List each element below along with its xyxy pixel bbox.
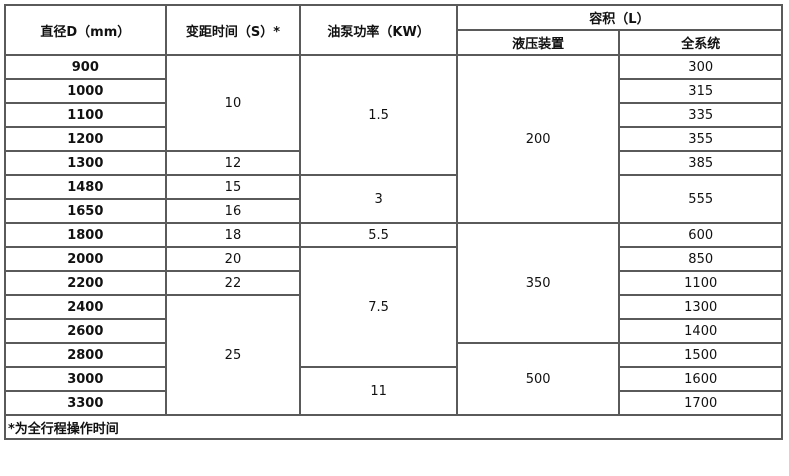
table-row: 2800 500 1500 bbox=[4, 342, 783, 416]
cell-diameter: 3300 bbox=[4, 390, 167, 416]
cell-diameter: 1480 bbox=[4, 174, 167, 200]
footnote: *为全行程操作时间 bbox=[4, 414, 783, 440]
table-row: 900 10 1.5 200 300 bbox=[4, 54, 783, 224]
table-row: 1100 335 bbox=[4, 102, 783, 128]
cell-pitch-time: 16 bbox=[164, 198, 302, 224]
cell-diameter: 2000 bbox=[4, 246, 167, 272]
cell-system: 850 bbox=[618, 246, 783, 272]
table-row: 3000 11 1600 bbox=[4, 366, 783, 416]
cell-system: 600 bbox=[618, 222, 783, 248]
table-row: 2400 25 1300 bbox=[4, 294, 783, 416]
cell-system: 335 bbox=[618, 102, 783, 128]
cell-pitch-time: 10 bbox=[164, 54, 302, 152]
table-row: 2000 20 7.5 850 bbox=[4, 246, 783, 368]
cell-pump-power: 11 bbox=[299, 366, 458, 416]
cell-diameter: 1650 bbox=[4, 198, 167, 224]
cell-system: 1500 bbox=[618, 342, 783, 368]
cell-pump-power: 5.5 bbox=[299, 222, 458, 248]
header-diameter: 直径D（mm） bbox=[4, 4, 167, 56]
table-row: 1000 315 bbox=[4, 78, 783, 104]
cell-hydraulic: 500 bbox=[455, 342, 621, 416]
cell-system: 1300 bbox=[618, 294, 783, 320]
header-pitch-time: 变距时间（S）* bbox=[164, 4, 302, 56]
cell-system: 385 bbox=[618, 150, 783, 176]
cell-diameter: 1000 bbox=[4, 78, 167, 104]
table-row: 1650 16 bbox=[4, 198, 782, 224]
cell-system: 1700 bbox=[618, 390, 783, 416]
table-row: 3300 1700 bbox=[4, 390, 783, 416]
cell-pitch-time: 25 bbox=[164, 294, 302, 416]
cell-system: 555 bbox=[618, 174, 783, 224]
cell-system: 1100 bbox=[618, 270, 783, 296]
cell-diameter: 1800 bbox=[4, 222, 167, 248]
cell-hydraulic: 350 bbox=[455, 222, 621, 344]
table-row: 1480 15 3 555 bbox=[4, 174, 783, 224]
header-volume: 容积（L） bbox=[455, 4, 784, 31]
cell-pump-power: 7.5 bbox=[299, 246, 458, 368]
table-row: 1300 12 385 bbox=[4, 150, 783, 176]
cell-pitch-time: 22 bbox=[164, 270, 302, 296]
cell-diameter: 1300 bbox=[4, 150, 167, 176]
cell-diameter: 1100 bbox=[4, 102, 167, 128]
table-row: 1800 18 5.5 350 600 bbox=[4, 222, 783, 344]
cell-pitch-time: 18 bbox=[164, 222, 302, 248]
header-hydraulic: 液压装置 bbox=[455, 29, 621, 56]
table-row: 2200 22 1100 bbox=[4, 270, 783, 296]
cell-system: 1400 bbox=[618, 318, 783, 344]
table-row: 1200 355 bbox=[4, 126, 783, 152]
cell-pump-power: 1.5 bbox=[299, 54, 458, 176]
cell-system: 355 bbox=[618, 126, 783, 152]
cell-system: 315 bbox=[618, 78, 783, 104]
cell-hydraulic: 200 bbox=[455, 54, 621, 224]
cell-diameter: 900 bbox=[4, 54, 167, 80]
cell-pump-power: 3 bbox=[299, 174, 458, 224]
cell-system: 300 bbox=[618, 54, 783, 80]
cell-diameter: 2200 bbox=[4, 270, 167, 296]
cell-pitch-time: 12 bbox=[164, 150, 302, 176]
cell-diameter: 1200 bbox=[4, 126, 167, 152]
cell-diameter: 3000 bbox=[4, 366, 167, 392]
cell-pitch-time: 20 bbox=[164, 246, 302, 272]
cell-diameter: 2600 bbox=[4, 318, 167, 344]
header-pump-power: 油泵功率（KW） bbox=[299, 4, 458, 56]
cell-diameter: 2800 bbox=[4, 342, 167, 368]
cell-diameter: 2400 bbox=[4, 294, 167, 320]
table-row: 2600 1400 bbox=[4, 318, 783, 344]
spec-table: 直径D（mm） 变距时间（S）* 油泵功率（KW） 容积（L） 液压装置 全系统… bbox=[4, 4, 784, 440]
cell-system: 1600 bbox=[618, 366, 783, 392]
header-system: 全系统 bbox=[618, 29, 783, 56]
cell-pitch-time: 15 bbox=[164, 174, 302, 200]
